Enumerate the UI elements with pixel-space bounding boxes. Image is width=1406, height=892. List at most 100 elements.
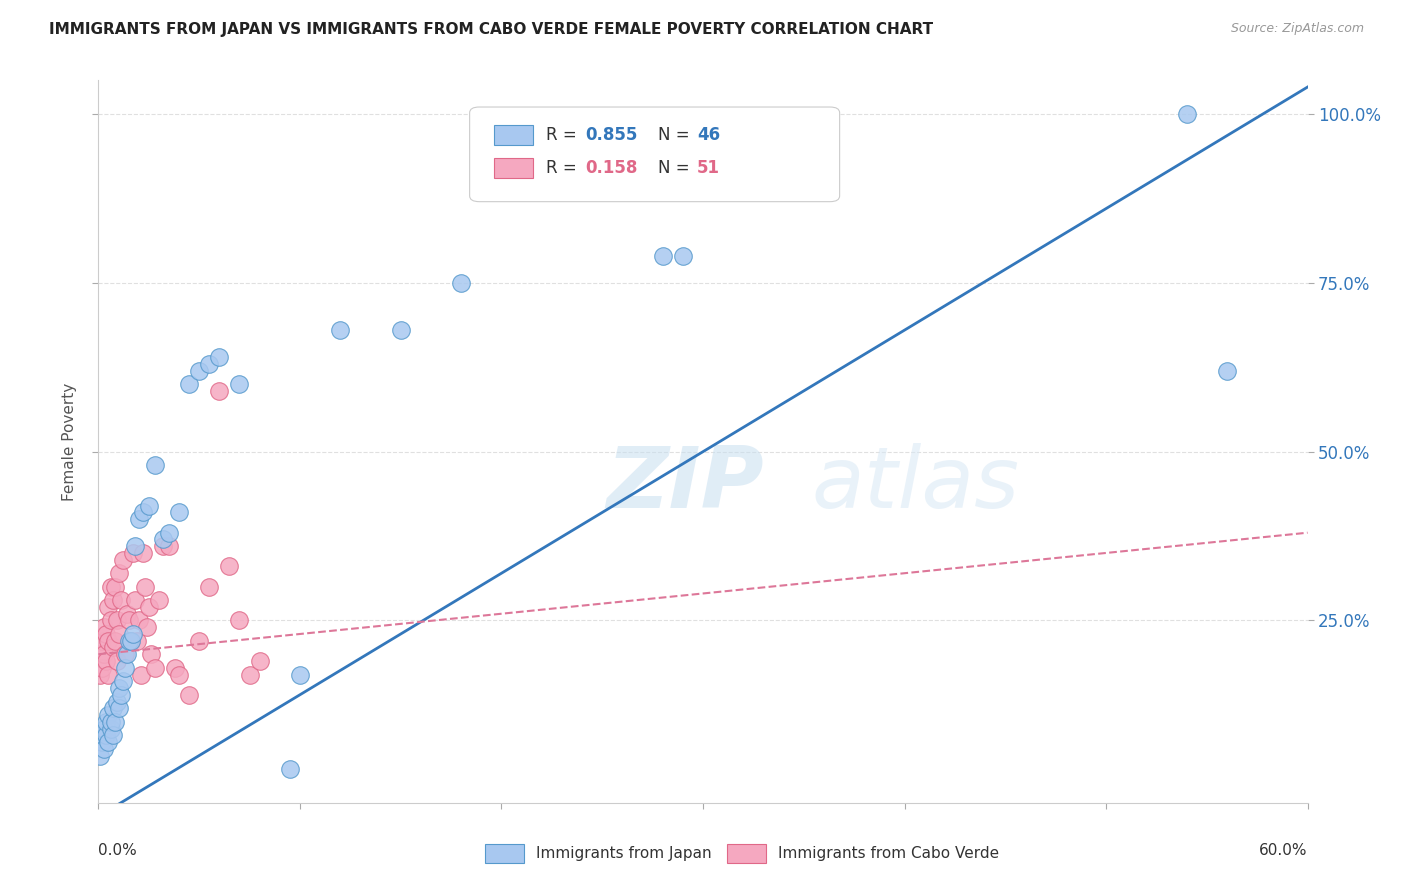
FancyBboxPatch shape <box>727 844 766 863</box>
Point <box>121 546 143 560</box>
Point <box>129 667 152 681</box>
Point <box>329 323 352 337</box>
Point <box>114 661 136 675</box>
Point <box>101 593 124 607</box>
Point <box>288 667 311 681</box>
Point <box>138 599 160 614</box>
Point <box>91 735 114 749</box>
Point <box>118 614 141 628</box>
Point <box>115 607 138 621</box>
Point <box>208 384 231 398</box>
Point <box>218 559 240 574</box>
Point <box>91 633 114 648</box>
Point <box>120 633 142 648</box>
Point <box>91 661 114 675</box>
Text: 46: 46 <box>697 126 720 145</box>
Point <box>103 580 125 594</box>
Point <box>139 647 162 661</box>
Point <box>143 458 166 472</box>
Point <box>111 552 134 566</box>
Point <box>1175 107 1198 121</box>
Point <box>103 633 125 648</box>
Point <box>89 748 111 763</box>
Point <box>239 667 262 681</box>
Point <box>115 647 138 661</box>
Point <box>208 350 231 364</box>
Point <box>101 640 124 655</box>
Point <box>148 593 170 607</box>
Point <box>100 722 122 736</box>
Text: Immigrants from Cabo Verde: Immigrants from Cabo Verde <box>778 846 1000 861</box>
Point <box>118 633 141 648</box>
Point <box>198 357 221 371</box>
FancyBboxPatch shape <box>485 844 524 863</box>
Point <box>228 377 250 392</box>
Point <box>111 674 134 689</box>
Point <box>93 620 115 634</box>
Point <box>110 593 132 607</box>
Point <box>107 566 129 581</box>
Point <box>96 728 118 742</box>
Text: 51: 51 <box>697 159 720 177</box>
Text: R =: R = <box>546 126 582 145</box>
Point <box>120 633 142 648</box>
Point <box>121 627 143 641</box>
Point <box>124 593 146 607</box>
Point <box>97 735 120 749</box>
Point <box>107 627 129 641</box>
Point <box>188 364 211 378</box>
Text: R =: R = <box>546 159 582 177</box>
Point <box>97 667 120 681</box>
Text: Source: ZipAtlas.com: Source: ZipAtlas.com <box>1230 22 1364 36</box>
Point <box>100 614 122 628</box>
Point <box>93 647 115 661</box>
Point <box>107 681 129 695</box>
Point <box>89 667 111 681</box>
Text: 0.0%: 0.0% <box>98 843 138 857</box>
Point <box>114 647 136 661</box>
Point <box>134 580 156 594</box>
Point <box>152 539 174 553</box>
Point <box>132 546 155 560</box>
Point <box>100 580 122 594</box>
Point <box>143 661 166 675</box>
Point <box>163 661 186 675</box>
Point <box>97 633 120 648</box>
Text: IMMIGRANTS FROM JAPAN VS IMMIGRANTS FROM CABO VERDE FEMALE POVERTY CORRELATION C: IMMIGRANTS FROM JAPAN VS IMMIGRANTS FROM… <box>49 22 934 37</box>
Text: 0.855: 0.855 <box>586 126 638 145</box>
Point <box>103 714 125 729</box>
Point <box>96 627 118 641</box>
Point <box>100 714 122 729</box>
Point <box>97 599 120 614</box>
Text: N =: N = <box>658 159 695 177</box>
Point <box>125 633 148 648</box>
Point <box>105 614 128 628</box>
Point <box>107 701 129 715</box>
Point <box>228 614 250 628</box>
Point <box>110 688 132 702</box>
Text: ZIP: ZIP <box>606 443 763 526</box>
Point <box>651 249 673 263</box>
Point <box>96 654 118 668</box>
Point <box>389 323 412 337</box>
Point <box>167 505 190 519</box>
Point <box>93 722 115 736</box>
Point <box>105 694 128 708</box>
Point <box>91 728 114 742</box>
Point <box>1216 364 1239 378</box>
Point <box>124 539 146 553</box>
Point <box>138 499 160 513</box>
Point <box>93 741 115 756</box>
Text: atlas: atlas <box>811 443 1019 526</box>
Text: 0.158: 0.158 <box>586 159 638 177</box>
Point <box>188 633 211 648</box>
Point <box>128 614 150 628</box>
Point <box>128 512 150 526</box>
Point <box>97 708 120 723</box>
Point <box>179 377 201 392</box>
Text: N =: N = <box>658 126 695 145</box>
Point <box>198 580 221 594</box>
Point <box>101 728 124 742</box>
Point <box>249 654 271 668</box>
Text: 60.0%: 60.0% <box>1260 843 1308 857</box>
